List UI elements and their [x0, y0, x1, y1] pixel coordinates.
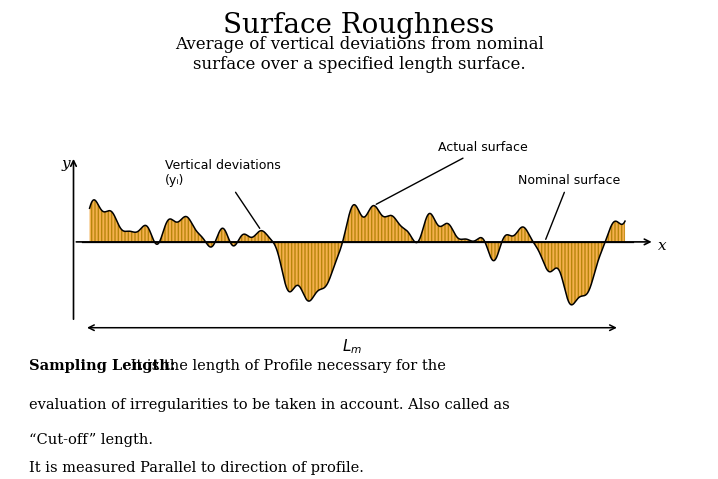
- Text: y: y: [62, 157, 70, 171]
- Text: Vertical deviations
(yᵢ): Vertical deviations (yᵢ): [165, 159, 281, 228]
- Text: evaluation of irregularities to be taken in account. Also called as: evaluation of irregularities to be taken…: [29, 398, 510, 411]
- Text: Sampling Length:: Sampling Length:: [29, 359, 175, 373]
- Text: x: x: [658, 240, 667, 253]
- Text: $L_m$: $L_m$: [342, 337, 362, 355]
- Text: It is measured Parallel to direction of profile.: It is measured Parallel to direction of …: [29, 461, 363, 475]
- Text: “Cut-off” length.: “Cut-off” length.: [29, 433, 153, 447]
- Text: Nominal surface: Nominal surface: [518, 174, 620, 240]
- Text: Actual surface: Actual surface: [376, 141, 528, 204]
- Text: Average of vertical deviations from nominal
surface over a specified length surf: Average of vertical deviations from nomi…: [174, 36, 544, 72]
- Text: It is the length of Profile necessary for the: It is the length of Profile necessary fo…: [126, 359, 445, 373]
- Text: Surface Roughness: Surface Roughness: [223, 12, 495, 39]
